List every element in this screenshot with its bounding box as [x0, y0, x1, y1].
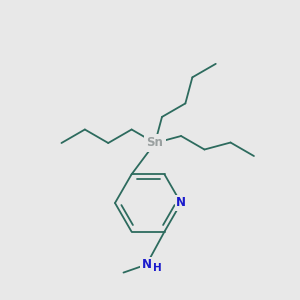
Text: H: H	[153, 262, 162, 273]
Text: N: N	[142, 258, 152, 271]
Text: Sn: Sn	[147, 136, 164, 149]
Text: N: N	[176, 196, 186, 209]
